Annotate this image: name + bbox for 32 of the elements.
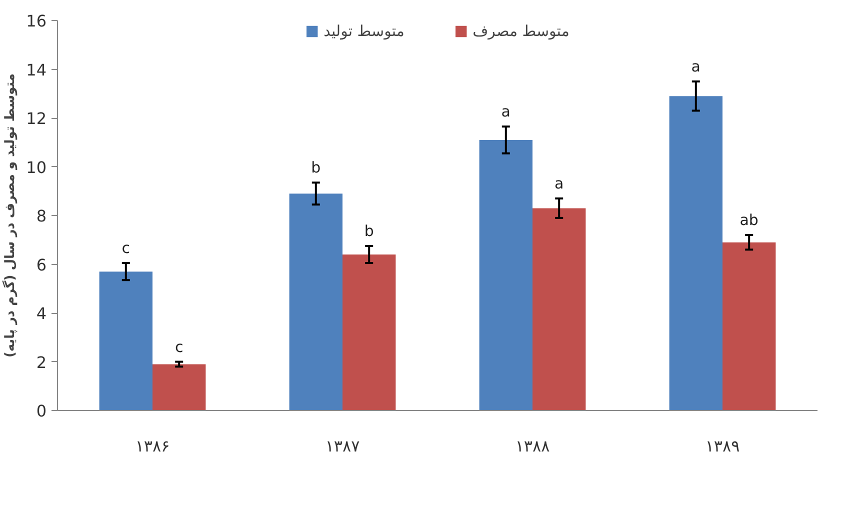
x-tick-label: ۱۳۸۸: [515, 436, 550, 456]
y-tick-label: 10: [26, 158, 46, 177]
bar: [669, 96, 722, 410]
annotation: a: [501, 102, 511, 121]
bar: [152, 364, 206, 410]
bar: [342, 254, 396, 410]
bar: [722, 242, 776, 410]
y-axis-title: متوسط تولید و مصرف در سال (گرم در پایه): [2, 73, 18, 358]
y-tick-label: 4: [36, 304, 47, 323]
annotation: b: [364, 222, 374, 240]
y-tick-label: 16: [26, 12, 46, 30]
annotation: c: [122, 239, 130, 258]
bar: [532, 208, 586, 410]
y-tick-label: 8: [36, 206, 47, 226]
legend-label: متوسط مصرف: [472, 22, 570, 40]
x-tick-label: ۱۳۸۹: [705, 436, 740, 456]
annotation: ab: [740, 211, 758, 229]
x-tick-label: ۱۳۸۷: [325, 436, 360, 456]
x-tick-label: ۱۳۸۶: [135, 436, 170, 456]
y-tick-label: 2: [36, 352, 47, 372]
bar: [289, 194, 342, 410]
annotation: a: [554, 174, 564, 192]
y-tick-label: 12: [26, 109, 46, 128]
annotation: b: [311, 158, 321, 177]
legend-label: متوسط تولید: [324, 22, 406, 40]
bar: [479, 140, 532, 410]
y-tick-label: 0: [36, 402, 47, 420]
y-tick-label: 14: [26, 60, 46, 80]
y-tick-label: 6: [36, 255, 47, 274]
bar: [99, 272, 152, 410]
annotation: c: [174, 338, 184, 356]
annotation: a: [691, 57, 701, 76]
